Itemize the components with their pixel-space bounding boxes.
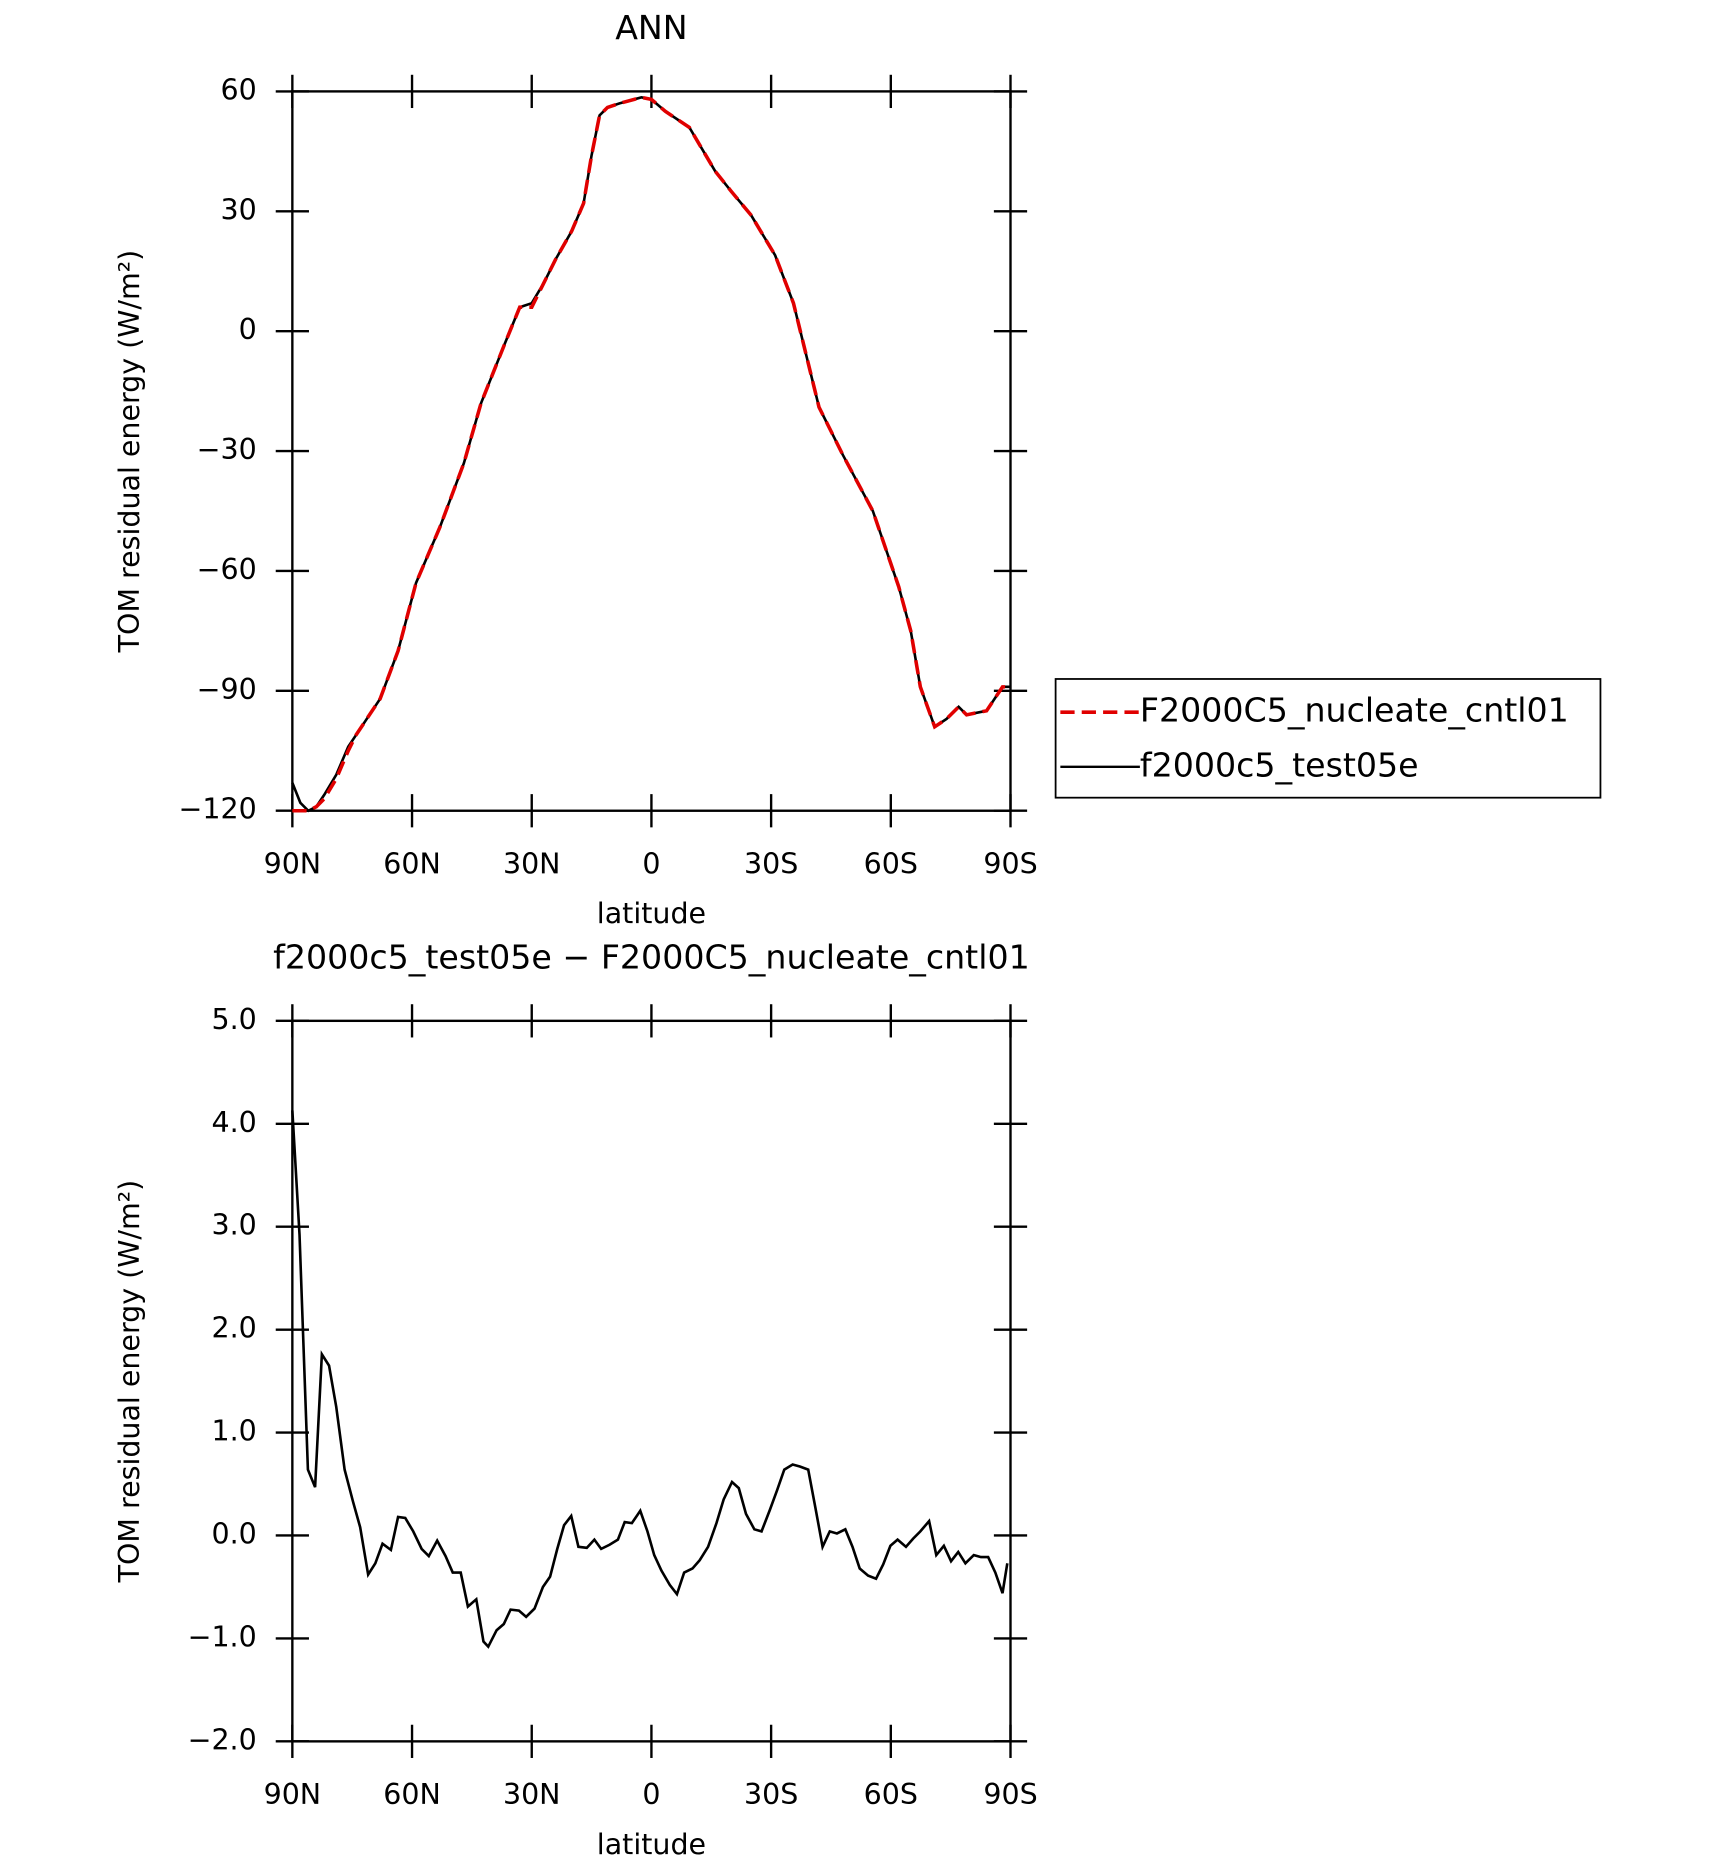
series-line (291, 96, 1011, 813)
y-tick-label: −90 (197, 673, 257, 706)
y-tick-label: 5.0 (211, 1003, 256, 1036)
y-tick-label: −60 (197, 553, 257, 586)
y-tick-label: −2.0 (188, 1723, 257, 1756)
y-tick-label: 3.0 (211, 1209, 256, 1242)
chart-title: f2000c5_test05e − F2000C5_nucleate_cntl0… (273, 938, 1030, 977)
x-tick-label: 30N (503, 1778, 561, 1811)
plot-frame (291, 1019, 1012, 1743)
y-axis-label: TOM residual energy (W/m²) (113, 250, 146, 654)
x-tick-label: 90S (983, 847, 1037, 880)
x-tick-label: 90S (983, 1778, 1037, 1811)
x-axis-label: latitude (597, 897, 706, 930)
x-tick-label: 30S (744, 1778, 798, 1811)
legend-box (1054, 678, 1602, 799)
y-tick-label: −30 (197, 433, 257, 466)
x-tick-label: 0 (642, 1778, 660, 1811)
series-line (291, 1110, 1009, 1649)
x-tick-label: 60N (383, 1778, 441, 1811)
x-tick-label: 30N (503, 847, 561, 880)
y-tick-label: 30 (221, 193, 257, 226)
series-line (292, 95, 1011, 813)
y-tick-label: 0.0 (211, 1517, 256, 1550)
x-axis-label: latitude (597, 1828, 706, 1861)
y-tick-label: −1.0 (188, 1620, 257, 1653)
y-axis-label: TOM residual energy (W/m²) (113, 1180, 146, 1584)
y-tick-label: −120 (179, 793, 257, 826)
legend-label: f2000c5_test05e (1140, 745, 1419, 784)
y-tick-label: 2.0 (211, 1312, 256, 1345)
x-tick-label: 90N (264, 847, 322, 880)
y-tick-label: 1.0 (211, 1415, 256, 1448)
y-tick-label: 0 (239, 313, 257, 346)
x-tick-label: 60N (383, 847, 441, 880)
legend-label: F2000C5_nucleate_cntl01 (1140, 691, 1569, 730)
x-tick-label: 30S (744, 847, 798, 880)
plot-frame (291, 90, 1012, 812)
x-tick-label: 90N (264, 1778, 322, 1811)
x-tick-label: 60S (864, 847, 918, 880)
chart-title: ANN (615, 8, 687, 47)
y-tick-label: 4.0 (211, 1106, 256, 1139)
x-tick-label: 60S (864, 1778, 918, 1811)
y-tick-label: 60 (221, 73, 257, 106)
x-tick-label: 0 (642, 847, 660, 880)
